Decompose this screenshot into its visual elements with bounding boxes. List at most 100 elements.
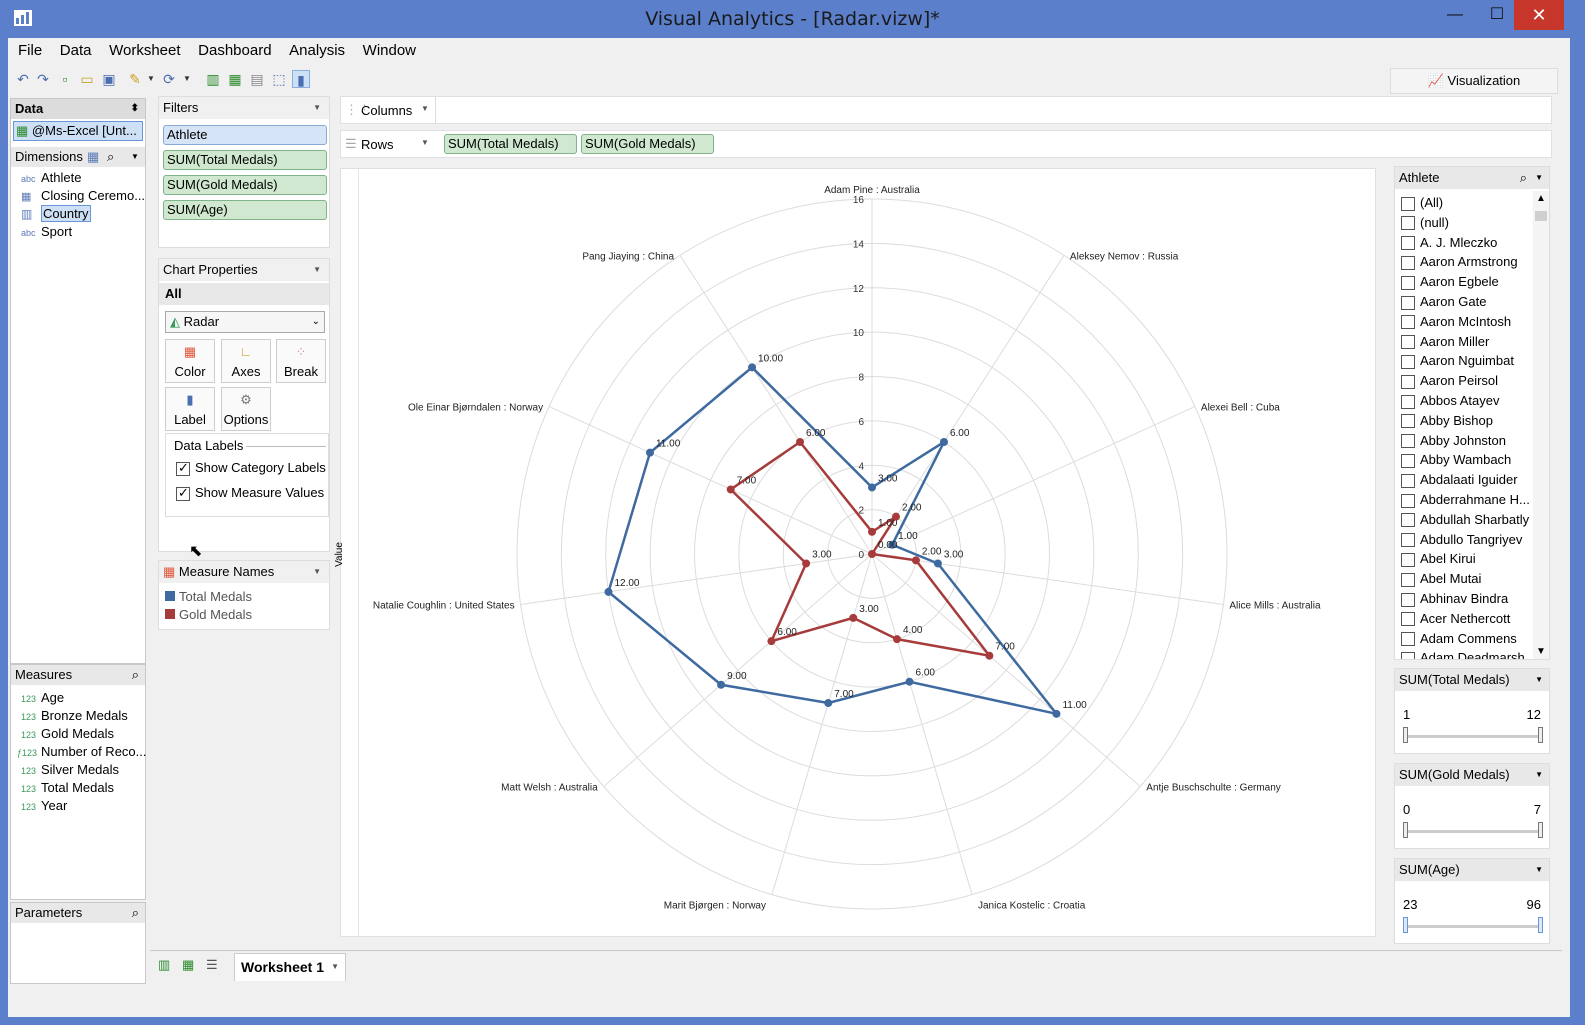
athlete-option[interactable]: Abdullah Sharbatly	[1401, 510, 1529, 530]
filter-gold-medals[interactable]: SUM(Gold Medals)	[163, 175, 327, 195]
filters-dropdown-icon[interactable]: ▼	[313, 103, 321, 112]
range-handle-min[interactable]	[1403, 727, 1408, 743]
athlete-checkbox[interactable]	[1401, 354, 1415, 369]
athlete-option[interactable]: Adam Deadmarsh	[1401, 648, 1525, 659]
close-button[interactable]: ✕	[1514, 0, 1564, 30]
athlete-checkbox[interactable]	[1401, 552, 1415, 567]
measure-gold-medals[interactable]: 123 Gold Medals	[21, 725, 114, 743]
maximize-button[interactable]: ☐	[1489, 6, 1505, 23]
row-pill-total-medals[interactable]: SUM(Total Medals)	[444, 134, 577, 154]
athlete-checkbox[interactable]	[1401, 513, 1415, 528]
rows-dropdown-icon[interactable]: ▼	[421, 138, 429, 147]
scroll-down-icon[interactable]: ▼	[1536, 646, 1546, 657]
measure-total-medals[interactable]: 123 Total Medals	[21, 779, 114, 797]
chart-properties-dropdown-icon[interactable]: ▼	[313, 265, 321, 274]
minimize-button[interactable]: —	[1447, 6, 1463, 23]
break-button[interactable]: ⁘ Break	[276, 339, 326, 383]
athlete-option[interactable]: Aaron Miller	[1401, 332, 1489, 352]
refresh-dropdown-icon[interactable]: ▼	[183, 74, 191, 83]
athlete-option[interactable]: (All)	[1401, 193, 1443, 213]
chart-icon[interactable]: ▤	[250, 71, 264, 87]
measure-year[interactable]: 123 Year	[21, 797, 67, 815]
dimension-country[interactable]: ▥ Country	[21, 205, 91, 223]
measure-silver-medals[interactable]: 123 Silver Medals	[21, 761, 119, 779]
range-track[interactable]	[1405, 925, 1541, 928]
athlete-option[interactable]: Acer Nethercott	[1401, 609, 1510, 629]
columns-shelf[interactable]: ⋮⋮ Columns ▼	[340, 96, 1552, 124]
scroll-up-icon[interactable]: ▲	[1536, 193, 1546, 204]
color-button[interactable]: ▦ Color	[165, 339, 215, 383]
dimension-sport[interactable]: abc Sport	[21, 223, 72, 241]
athlete-checkbox[interactable]	[1401, 651, 1415, 659]
range-handle-max[interactable]	[1538, 727, 1543, 743]
range-track[interactable]	[1405, 735, 1541, 738]
athlete-option[interactable]: Aaron Peirsol	[1401, 371, 1498, 391]
athlete-checkbox[interactable]	[1401, 592, 1415, 607]
athlete-option[interactable]: Abbos Atayev	[1401, 391, 1500, 411]
legend-gold-medals[interactable]: Gold Medals	[165, 607, 252, 622]
open-icon[interactable]: ▭	[80, 71, 94, 87]
menu-worksheet[interactable]: Worksheet	[109, 42, 181, 59]
sheet-list-icon[interactable]: ☰	[206, 957, 218, 972]
athlete-checkbox[interactable]	[1401, 315, 1415, 330]
dimension-athlete[interactable]: abc Athlete	[21, 169, 81, 187]
panel-menu-icon[interactable]: ⬍	[130, 103, 139, 114]
range-handle-max[interactable]	[1538, 822, 1543, 838]
athlete-option[interactable]: Abhinav Bindra	[1401, 589, 1508, 609]
visualization-button[interactable]: 📈 Visualization	[1390, 68, 1558, 94]
tab-worksheet-1[interactable]: Worksheet 1 ▼	[234, 953, 346, 981]
dimensions-dropdown-icon[interactable]: ▼	[131, 152, 139, 161]
dashboard-icon[interactable]: ▮	[292, 70, 310, 88]
athlete-checkbox[interactable]	[1401, 374, 1415, 389]
search-icon[interactable]: ⌕	[107, 149, 115, 164]
athlete-checkbox[interactable]	[1401, 473, 1415, 488]
columns-dropdown-icon[interactable]: ▼	[421, 104, 429, 113]
save-icon[interactable]: ▣	[102, 71, 116, 87]
athlete-option[interactable]: (null)	[1401, 213, 1449, 233]
search-icon[interactable]: ⌕	[1519, 170, 1527, 185]
athlete-checkbox[interactable]	[1401, 394, 1415, 409]
axes-button[interactable]: ∟ Axes	[221, 339, 271, 383]
athlete-option[interactable]: Abby Wambach	[1401, 450, 1511, 470]
athlete-checkbox[interactable]	[1401, 255, 1415, 270]
range-track[interactable]	[1405, 830, 1541, 833]
label-button[interactable]: ▮ Label	[165, 387, 215, 431]
scope-all[interactable]: All	[159, 283, 329, 305]
athlete-option[interactable]: Abderrahmane H...	[1401, 490, 1530, 510]
athlete-option[interactable]: Adam Commens	[1401, 629, 1517, 649]
athlete-checkbox[interactable]	[1401, 572, 1415, 587]
menu-data[interactable]: Data	[59, 42, 92, 59]
menu-file[interactable]: File	[18, 42, 43, 59]
edit-dropdown-icon[interactable]: ▼	[147, 74, 155, 83]
athlete-option[interactable]: Aaron Egbele	[1401, 272, 1499, 292]
athlete-option[interactable]: Abdullo Tangriyev	[1401, 530, 1522, 550]
chart-type-select[interactable]: ◭ Radar ⌄	[165, 311, 325, 333]
athlete-checkbox[interactable]	[1401, 216, 1415, 231]
add-chart-icon[interactable]: ▥	[206, 71, 220, 87]
measure-bronze-medals[interactable]: 123 Bronze Medals	[21, 707, 128, 725]
range-handle-min[interactable]	[1403, 917, 1408, 933]
legend-total-medals[interactable]: Total Medals	[165, 589, 252, 604]
edit-icon[interactable]: ✎	[129, 71, 141, 87]
measure-names-dropdown-icon[interactable]: ▼	[313, 567, 321, 576]
show-category-labels-checkbox[interactable]	[176, 460, 190, 476]
athlete-checkbox[interactable]	[1401, 434, 1415, 449]
menu-analysis[interactable]: Analysis	[289, 42, 346, 59]
show-category-labels-option[interactable]: Show Category Labels	[176, 460, 326, 476]
add-grid-icon[interactable]: ▦	[228, 71, 242, 87]
athlete-option[interactable]: Abel Kirui	[1401, 549, 1476, 569]
athlete-option[interactable]: Abdalaati Iguider	[1401, 470, 1518, 490]
athlete-option[interactable]: A. J. Mleczko	[1401, 233, 1497, 253]
athlete-checkbox[interactable]	[1401, 632, 1415, 647]
athlete-checkbox[interactable]	[1401, 493, 1415, 508]
range-dropdown-icon[interactable]: ▼	[1535, 865, 1543, 874]
athlete-option[interactable]: Abby Bishop	[1401, 411, 1493, 431]
undo-icon[interactable]: ↶	[17, 71, 29, 87]
rows-shelf[interactable]: ☰ Rows ▼ SUM(Total Medals) SUM(Gold Meda…	[340, 130, 1552, 158]
athlete-checkbox[interactable]	[1401, 335, 1415, 350]
refresh-icon[interactable]: ⟳	[163, 71, 175, 87]
athlete-filter-dropdown-icon[interactable]: ▼	[1535, 173, 1543, 182]
filter-age[interactable]: SUM(Age)	[163, 200, 327, 220]
tab-dropdown-icon[interactable]: ▼	[331, 962, 339, 971]
athlete-scrollbar[interactable]: ▲ ▼	[1533, 191, 1549, 659]
